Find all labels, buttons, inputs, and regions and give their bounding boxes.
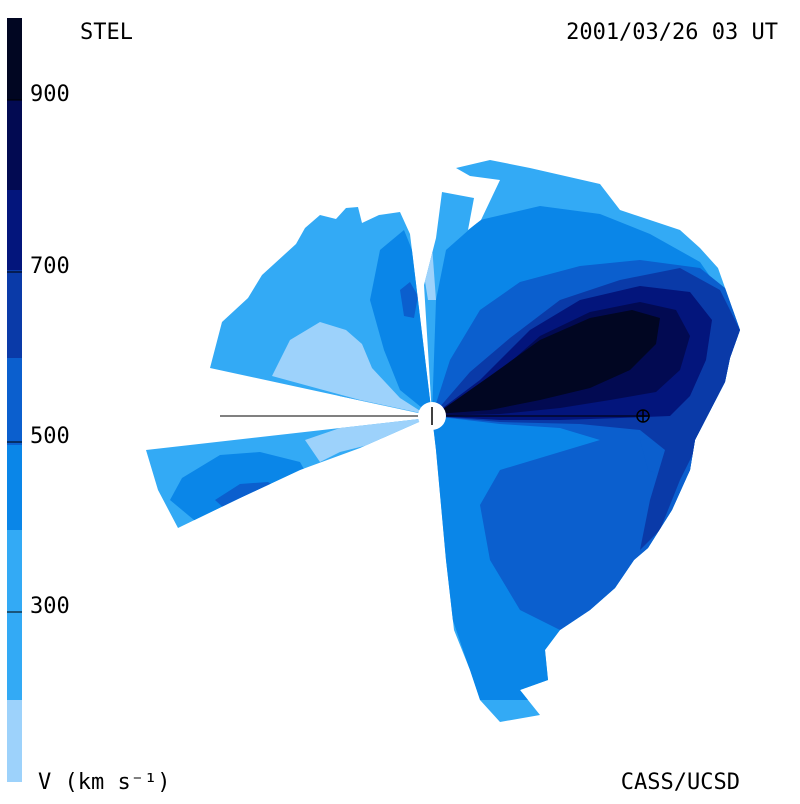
timestamp-label: 2001/03/26 03 UT	[566, 20, 778, 45]
observatory-label: STEL	[80, 20, 133, 45]
colorbar	[7, 18, 22, 782]
colorbar-band-7	[7, 100, 22, 190]
colorbar-band-5	[7, 270, 22, 358]
colorbar-band-3	[7, 445, 22, 530]
colorbar-band-4	[7, 358, 22, 445]
colorbar-tick-label-500: 500	[30, 424, 70, 449]
slow-region-upper-left	[272, 322, 425, 414]
colorbar-band-2	[7, 530, 22, 700]
fast-stream-core	[436, 310, 660, 414]
colorbar-tick-label-300: 300	[30, 594, 70, 619]
colorbar-band-6	[7, 190, 22, 270]
colorbar-tick-label-700: 700	[30, 254, 70, 279]
velocity-map	[146, 160, 740, 722]
slow-region-left	[305, 418, 428, 462]
colorbar-unit-label: V (km s⁻¹)	[38, 770, 171, 795]
colorbar-tick-label-900: 900	[30, 82, 70, 107]
credit-label: CASS/UCSD	[620, 770, 740, 795]
colorbar-band-8	[7, 18, 22, 100]
colorbar-band-1	[7, 700, 22, 782]
level-400-500-north	[400, 282, 418, 318]
